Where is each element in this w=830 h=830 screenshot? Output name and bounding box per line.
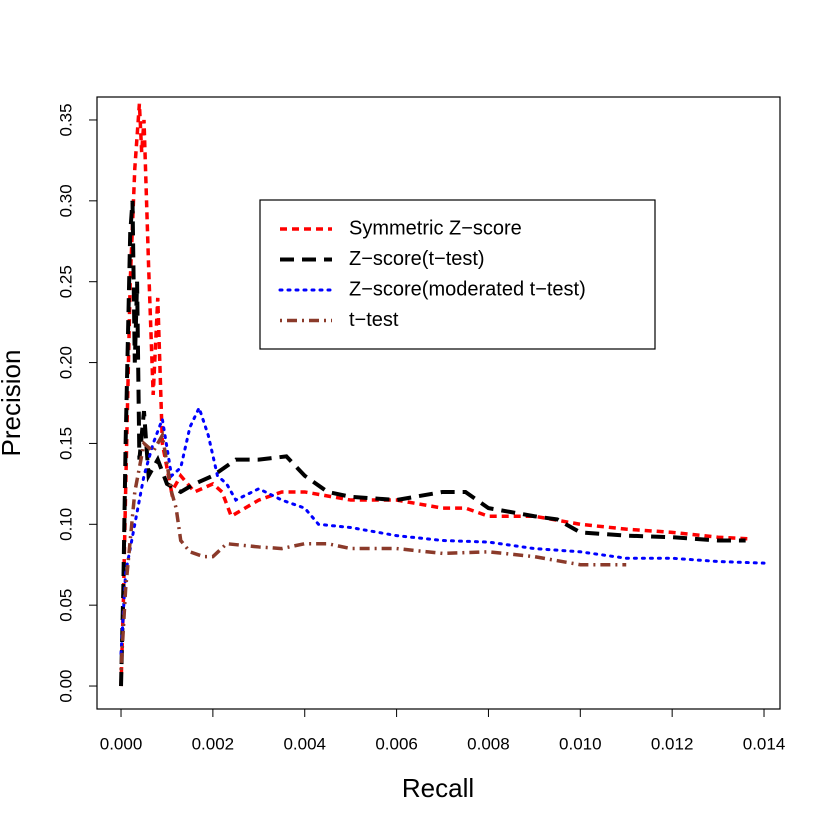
x-tick-label: 0.004	[283, 734, 326, 753]
x-tick-label: 0.000	[100, 734, 143, 753]
series-line	[119, 403, 766, 656]
series-line	[119, 200, 746, 687]
y-tick-label: 0.05	[56, 589, 75, 622]
legend-label: Symmetric Z−score	[349, 217, 522, 239]
x-axis-title: Recall	[402, 773, 474, 803]
y-axis-title: Precision	[0, 350, 26, 457]
plot-frame	[96, 96, 781, 710]
series-line	[119, 430, 627, 670]
y-tick-label: 0.15	[56, 427, 75, 460]
x-tick-label: 0.014	[743, 734, 786, 753]
y-tick-label: 0.35	[56, 103, 75, 136]
x-tick-label: 0.006	[375, 734, 418, 753]
legend-label: Z−score(moderated t−test)	[349, 278, 586, 300]
y-tick-label: 0.20	[56, 346, 75, 379]
y-tick-label: 0.25	[56, 265, 75, 298]
x-tick-label: 0.008	[467, 734, 510, 753]
legend-box	[259, 199, 656, 350]
y-tick-label: 0.00	[56, 669, 75, 702]
series-line	[119, 103, 751, 687]
x-tick-label: 0.010	[559, 734, 602, 753]
y-tick-label: 0.30	[56, 184, 75, 217]
x-tick-label: 0.012	[651, 734, 694, 753]
legend-label: t−test	[349, 309, 399, 331]
x-tick-label: 0.002	[192, 734, 235, 753]
legend-label: Z−score(t−test)	[349, 248, 485, 270]
y-tick-label: 0.10	[56, 508, 75, 541]
